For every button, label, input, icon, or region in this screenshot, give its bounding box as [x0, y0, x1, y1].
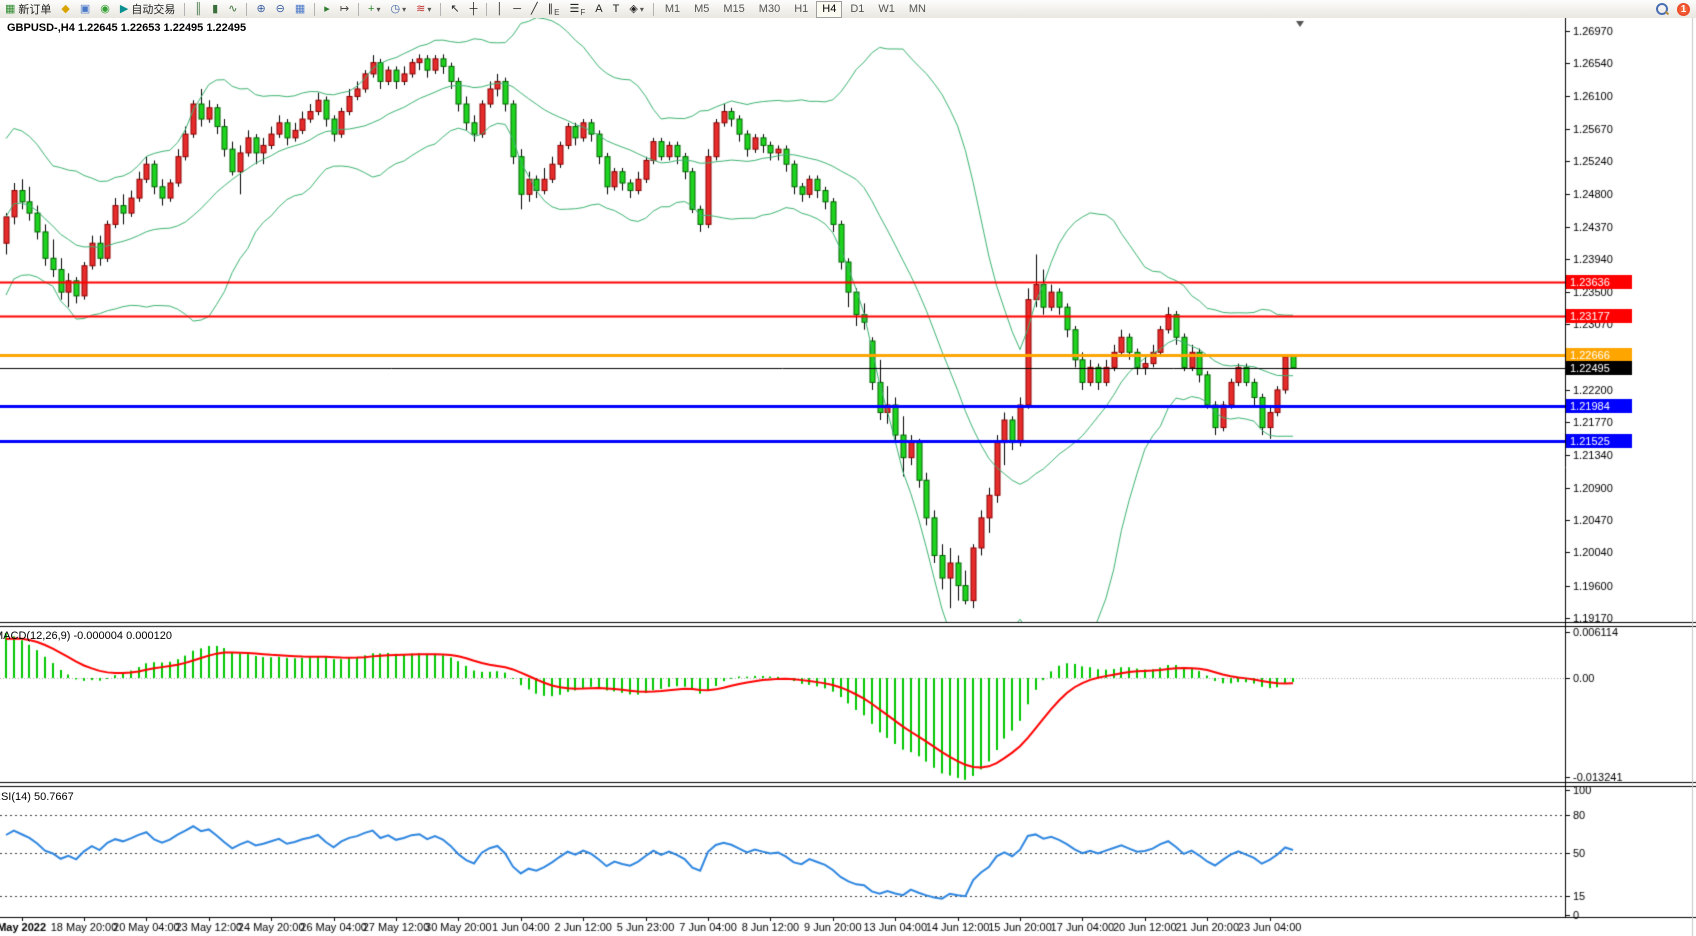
fibonacci-icon: ☰ [569, 3, 580, 15]
chevron-down-icon[interactable]: ▾ [402, 4, 407, 14]
vertical-line-icon: │ [496, 3, 504, 15]
rsi-indicator-label: RSI(14) 50.7667 [0, 791, 74, 803]
chevron-down-icon[interactable]: ▾ [639, 4, 644, 14]
vertical-line-icon[interactable]: │ [492, 0, 507, 18]
new-order-button-label: 新订单 [18, 4, 52, 16]
toolbar-separator [358, 2, 360, 16]
toolbar: ▦ 新订单 ◆ ▣ ◉ ▶ 自动交易 ║ ▮ ∿ ⊕ ⊖ ▦ ▸ ↦ + ▾ ◷ ▾ ≋ ▾ ↖ ┼ │ ─ ╱ ∥ E ☰ F A T ◈ ▾ M… [0, 0, 1696, 19]
toolbar-separator [314, 2, 316, 16]
channel-icon-letter: E [554, 8, 560, 17]
horizontal-line-icon: ─ [513, 3, 522, 15]
toolbar-separator [246, 2, 248, 16]
history-orders-icon: ◆ [61, 3, 70, 15]
indicators-button-icon: ≋ [416, 3, 426, 15]
chevron-down-icon[interactable]: ▾ [427, 4, 432, 14]
market-watch-icon[interactable]: ▣ [76, 0, 94, 18]
toolbar-separator [440, 2, 442, 16]
crosshair-icon[interactable]: ┼ [466, 0, 482, 18]
zoom-out-icon[interactable]: ⊖ [272, 0, 289, 18]
timeframe-D1[interactable]: D1 [850, 2, 865, 15]
text-icon[interactable]: A [591, 0, 606, 18]
cursor-icon: ↖ [450, 3, 460, 15]
toolbar-separator [486, 2, 488, 16]
new-order-button[interactable]: ▦ 新订单 [1, 0, 55, 18]
zoom-in-icon[interactable]: ⊕ [252, 0, 269, 18]
tile-windows-icon: ▦ [294, 3, 306, 15]
macd-indicator-label: MACD(12,26,9) -0.000004 0.000120 [0, 630, 172, 642]
bar-chart-icon: ║ [194, 3, 203, 15]
signals-icon: ◉ [100, 3, 110, 15]
auto-scroll-icon: ▸ [324, 3, 330, 15]
history-orders-icon[interactable]: ◆ [57, 0, 73, 18]
crosshair-icon: ┼ [469, 3, 478, 15]
chevron-down-icon[interactable]: ▾ [376, 4, 381, 14]
autotrading-button-label: 自动交易 [131, 4, 176, 16]
chart-shift-icon[interactable]: ↦ [336, 0, 353, 18]
periods-button[interactable]: ◷ ▾ [386, 0, 410, 18]
arrows-icon[interactable]: ◈ ▾ [625, 0, 647, 18]
timeframe-MN[interactable]: MN [908, 2, 926, 15]
cursor-icon[interactable]: ↖ [446, 0, 463, 18]
line-chart-icon: ∿ [228, 3, 238, 15]
zoom-out-icon: ⊖ [275, 3, 285, 15]
autotrading-button[interactable]: ▶ 自动交易 [116, 0, 179, 18]
text-icon: A [595, 3, 603, 15]
timeframe-H1[interactable]: H1 [794, 2, 809, 15]
timeframe-M1[interactable]: M1 [664, 2, 681, 15]
search-icon[interactable] [1655, 2, 1669, 16]
timeframe-M15[interactable]: M15 [723, 2, 745, 15]
toolbar-separator [652, 2, 654, 16]
toolbar-right-group: 1 [1655, 2, 1690, 16]
notifications-badge[interactable]: 1 [1677, 2, 1690, 16]
horizontal-line-icon[interactable]: ─ [509, 0, 525, 18]
new-chart-button-icon: + [368, 3, 375, 15]
ohlc-info-line: GBPUSD-,H4 1.22645 1.22653 1.22495 1.224… [7, 22, 247, 34]
toolbar-separator [184, 2, 186, 16]
fibonacci-icon[interactable]: ☰ F [566, 0, 590, 18]
label-icon[interactable]: T [609, 0, 624, 18]
candle-chart-icon[interactable]: ▮ [208, 0, 222, 18]
candle-chart-icon: ▮ [212, 3, 219, 15]
autotrading-button-icon: ▶ [119, 3, 129, 15]
signals-icon[interactable]: ◉ [96, 0, 114, 18]
bar-chart-icon[interactable]: ║ [190, 0, 206, 18]
fibonacci-icon-letter: F [580, 8, 586, 17]
chart-area[interactable] [0, 18, 1696, 936]
channel-icon[interactable]: ∥ E [544, 0, 564, 18]
periods-button-icon: ◷ [390, 3, 401, 15]
label-icon: T [612, 3, 620, 15]
trendline-icon: ╱ [531, 3, 538, 15]
market-watch-icon: ▣ [79, 3, 91, 15]
timeframe-W1[interactable]: W1 [878, 2, 895, 15]
new-order-button-icon: ▦ [5, 3, 16, 15]
line-chart-icon[interactable]: ∿ [224, 0, 241, 18]
trendline-icon[interactable]: ╱ [527, 0, 542, 18]
chart-shift-icon: ↦ [339, 3, 350, 15]
arrows-icon: ◈ [629, 3, 638, 15]
timeframe-H4[interactable]: H4 [816, 0, 843, 18]
channel-icon: ∥ [547, 3, 554, 15]
timeframe-M5[interactable]: M5 [694, 2, 710, 15]
zoom-in-icon: ⊕ [256, 3, 266, 15]
new-chart-button[interactable]: + ▾ [364, 0, 384, 18]
auto-scroll-icon[interactable]: ▸ [320, 0, 334, 18]
tile-windows-icon[interactable]: ▦ [291, 0, 309, 18]
indicators-button[interactable]: ≋ ▾ [412, 0, 435, 18]
timeframe-M30[interactable]: M30 [758, 2, 781, 15]
